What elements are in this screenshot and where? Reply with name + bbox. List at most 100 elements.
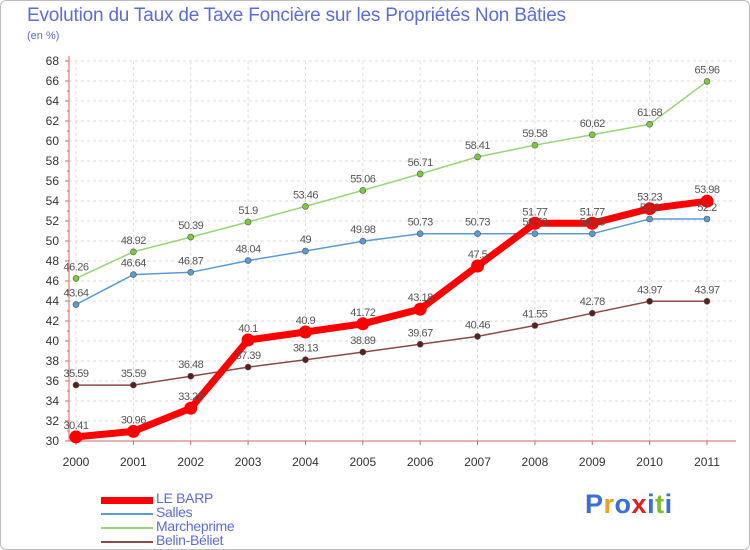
data-label: 51.77 (522, 206, 547, 218)
data-label: 50.39 (178, 220, 203, 232)
data-point (474, 333, 481, 340)
logo-letter: i (647, 489, 656, 519)
x-tick-label: 2001 (120, 455, 147, 469)
x-tick-label: 2008 (522, 455, 549, 469)
x-tick-label: 2006 (407, 455, 434, 469)
data-label: 38.89 (350, 335, 375, 347)
data-labels: 30.41 30.96 33.28 40.1 40.9 41.72 43.18 47.5 51.… (63, 64, 720, 432)
data-point (72, 381, 80, 389)
y-tick-label: 48 (46, 254, 60, 268)
data-point (646, 297, 653, 305)
data-point (130, 271, 137, 278)
y-tick-label: 44 (46, 294, 60, 308)
legend-label: Belin-Béliet (156, 532, 224, 548)
legend-label: Marcheprime (156, 518, 235, 534)
data-label: 51.77 (580, 206, 605, 218)
data-point (302, 203, 309, 210)
series-line-le-barp (75, 197, 708, 441)
data-label: 51.9 (238, 205, 258, 217)
logo-letter: P (585, 489, 604, 519)
data-label: 40.46 (465, 319, 490, 331)
data-point (69, 430, 83, 444)
data-point (187, 233, 195, 241)
data-label: 50.73 (580, 217, 605, 229)
data-label: 55.06 (350, 173, 375, 185)
data-label: 53.98 (694, 184, 719, 196)
logo-letter: r (603, 489, 615, 519)
data-label: 41.55 (522, 309, 547, 321)
data-point (646, 215, 653, 223)
data-point (416, 340, 424, 348)
y-tick-label: 58 (46, 154, 60, 168)
data-label: 40.1 (238, 323, 258, 335)
data-point (187, 372, 195, 380)
data-point (474, 230, 481, 237)
data-label: 47.5 (468, 249, 488, 261)
y-tick-label: 62 (46, 114, 60, 128)
data-point (646, 120, 653, 128)
data-point (703, 215, 711, 223)
data-label: 43.18 (408, 292, 433, 304)
data-point (130, 381, 137, 389)
data-label: 50.73 (522, 217, 547, 229)
data-label: 52.2 (697, 202, 717, 214)
data-label: 49.98 (350, 224, 375, 236)
data-point (187, 268, 195, 276)
x-tick-label: 2004 (292, 455, 319, 469)
data-label: 43.97 (694, 284, 719, 296)
x-tick-label: 2000 (63, 455, 90, 469)
data-point (531, 230, 539, 237)
data-point (359, 187, 367, 194)
data-label: 36.48 (178, 359, 203, 371)
logo-letter: i (664, 489, 673, 519)
data-point (302, 247, 309, 255)
y-tick-label: 32 (46, 414, 60, 428)
x-tick-label: 2005 (349, 455, 376, 469)
data-label: 46.26 (63, 261, 88, 273)
data-point (643, 202, 657, 216)
data-point (474, 153, 481, 161)
data-point (130, 248, 137, 256)
data-label: 30.41 (63, 420, 88, 432)
data-label: 38.13 (293, 343, 318, 355)
x-tick-label: 2009 (579, 455, 606, 469)
data-label: 53.23 (637, 192, 662, 204)
data-point (359, 348, 367, 356)
axes (65, 56, 736, 445)
data-label: 46.64 (121, 258, 146, 270)
data-point (184, 401, 198, 415)
proxiti-logo: Proxiti (585, 489, 673, 520)
data-point (416, 230, 424, 237)
y-tick-label: 56 (46, 174, 60, 188)
x-tick-labels: 2000 2001 2002 2003 2004 2005 2006 2007 2008 2009… (63, 455, 721, 469)
data-point (531, 141, 539, 149)
data-label: 61.68 (637, 107, 662, 119)
data-label: 59.58 (522, 128, 547, 140)
series-line-marcheprime (75, 80, 708, 280)
y-tick-label: 34 (46, 394, 60, 408)
chart-title: Evolution du Taux de Taxe Foncière sur l… (27, 5, 566, 26)
data-point (413, 302, 427, 316)
data-label: 48.04 (236, 244, 261, 256)
data-label: 33.28 (178, 391, 203, 403)
data-point (703, 297, 711, 305)
y-tick-label: 68 (46, 54, 60, 68)
y-tick-label: 52 (46, 214, 60, 228)
logo-letter: t (655, 489, 665, 519)
data-label: 40.9 (296, 315, 316, 327)
data-label: 39.67 (408, 327, 433, 339)
data-label: 50.73 (465, 217, 490, 229)
y-tick-label: 60 (46, 134, 60, 148)
data-point (244, 363, 252, 371)
data-label: 58.41 (465, 140, 490, 152)
data-point (700, 194, 714, 208)
series-group (69, 78, 714, 444)
y-tick-label: 50 (46, 234, 60, 248)
gridlines (69, 60, 736, 442)
x-tick-label: 2002 (177, 455, 204, 469)
data-label: 60.62 (580, 118, 605, 130)
y-tick-label: 36 (46, 374, 60, 388)
logo-letter: x (631, 489, 648, 519)
logo-letter: o (614, 489, 632, 519)
